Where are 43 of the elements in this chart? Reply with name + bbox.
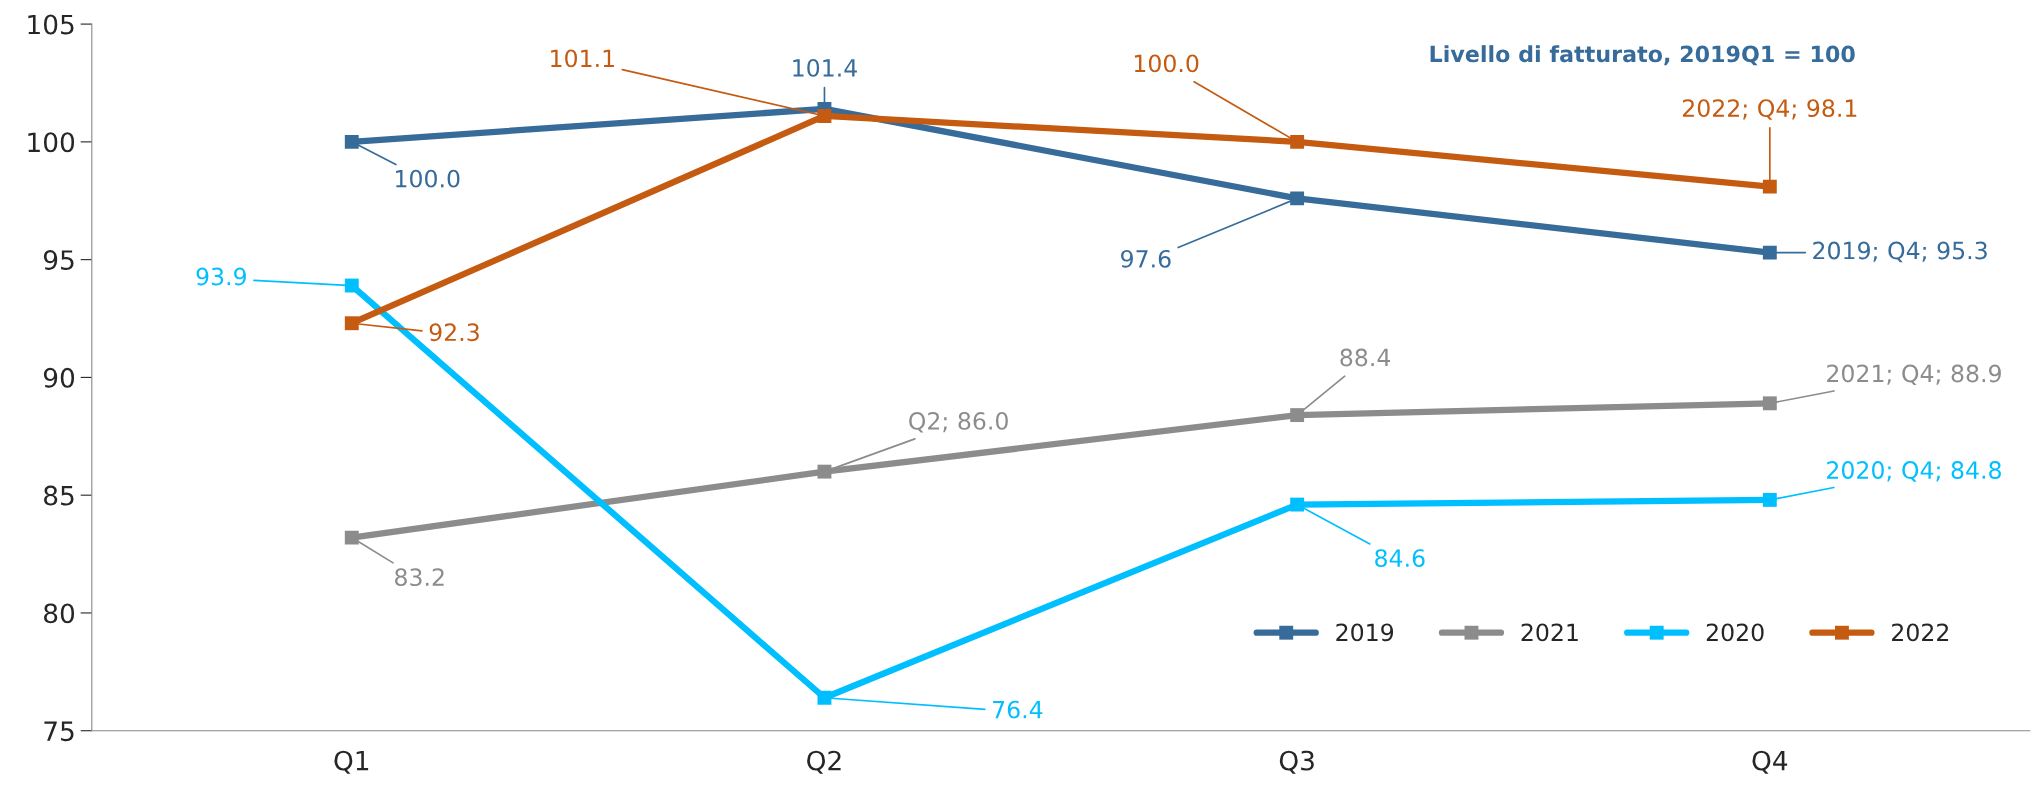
x-tick-label: Q3 (1279, 750, 1314, 774)
data-label: 2021; Q4; 88.9 (1827, 364, 2001, 386)
y-tick-label: 100 (28, 132, 75, 153)
point (1290, 134, 1305, 149)
data-label: 97.6 (1121, 249, 1171, 268)
legend-label: 2020 (1706, 623, 1764, 642)
data-label: 88.4 (1340, 348, 1391, 367)
point (1762, 245, 1777, 260)
point (1290, 497, 1305, 512)
legend-label: 2021 (1521, 623, 1578, 642)
y-tick-label: 105 (28, 14, 74, 35)
data-label: 2020; Q4; 84.8 (1827, 461, 2001, 482)
data-label: 83.2 (395, 568, 444, 587)
x-tick-label: Q2 (807, 750, 841, 774)
data-label: 100.0 (396, 169, 460, 188)
data-label: 84.6 (1375, 549, 1425, 568)
data-label: 2019; Q4; 95.3 (1813, 241, 1987, 263)
point (1762, 492, 1777, 507)
data-label: Q2; 86.0 (909, 412, 1008, 433)
point (344, 134, 359, 149)
text: Livello di fatturato, 2019Q1 = 100 (1430, 45, 1855, 66)
point (344, 530, 359, 545)
data-label: 92.3 (429, 323, 479, 342)
data-label: 100.0 (1134, 54, 1199, 73)
y-tick-label: 85 (44, 485, 74, 506)
data-label: 93.9 (196, 267, 246, 286)
y-tick-label: 75 (44, 721, 74, 742)
point (344, 316, 359, 331)
x-tick-label: Q4 (1752, 750, 1788, 774)
legend-label: 2022 (1892, 623, 1949, 642)
y-tick-label: 80 (44, 603, 75, 624)
point (1290, 191, 1305, 206)
data-label: 2022; Q4; 98.1 (1682, 99, 1857, 120)
data-label: 101.1 (551, 49, 614, 68)
y-tick-label: 90 (43, 367, 75, 388)
point (1290, 408, 1305, 423)
legend-label: 2019 (1336, 623, 1394, 642)
point (1762, 396, 1777, 411)
point (1762, 179, 1777, 194)
y-tick-label: 95 (43, 250, 74, 271)
x-tick-label: Q1 (334, 750, 369, 774)
data-label: 101.4 (793, 58, 857, 77)
data-label: 76.4 (993, 700, 1043, 719)
